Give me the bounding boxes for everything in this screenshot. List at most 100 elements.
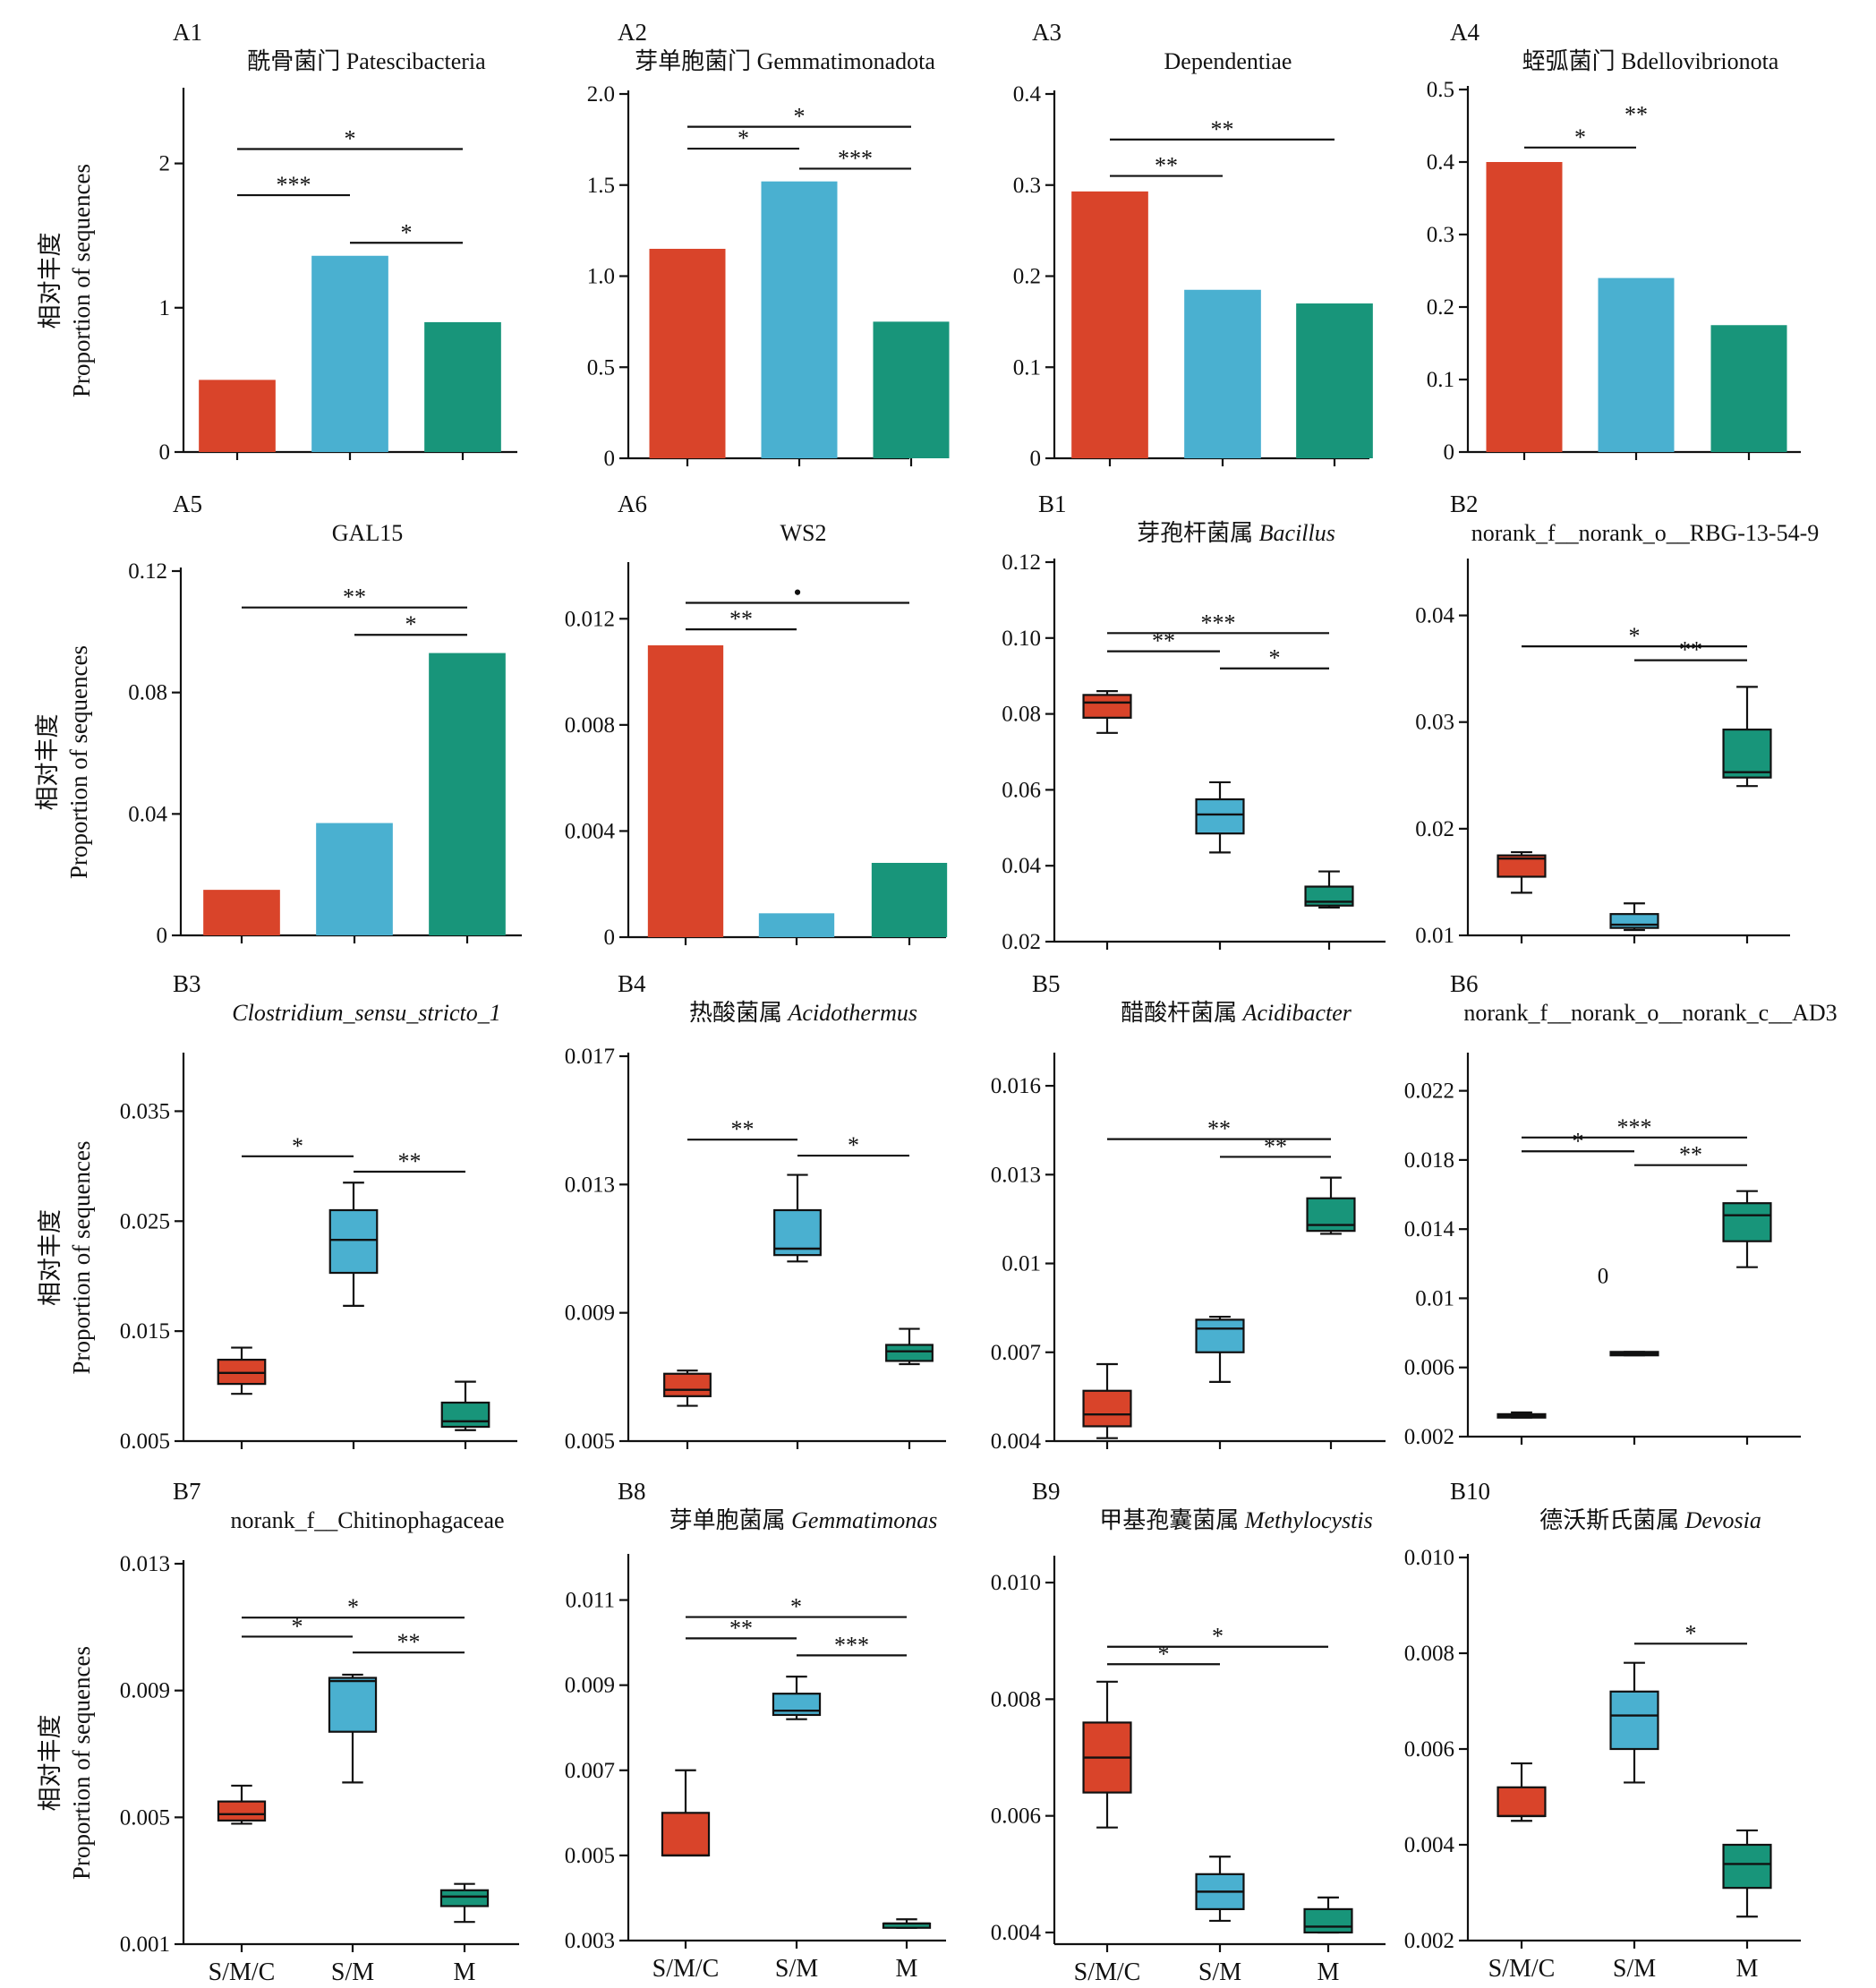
sig-label: *	[292, 1133, 303, 1159]
panel-a3: A3 Dependentiae 0 0.1 0.2 0.3 0.4 ** **	[1013, 19, 1373, 471]
y-tick-label: 0	[604, 447, 616, 471]
sig-label: *	[1685, 1620, 1697, 1646]
panel-title: GAL15	[332, 520, 403, 546]
panel-a4: A4 蛭弧菌门 Bdellovibrionota 0 0.1 0.2 0.3 0.4 0.5 *…	[1427, 19, 1801, 465]
y-tick-label: 0.008	[1404, 1642, 1454, 1666]
box-iqr	[885, 1344, 934, 1362]
y-tick-label: 0.035	[120, 1099, 170, 1123]
y-tick-label: 0.009	[565, 1301, 615, 1326]
sig-label: *	[790, 1594, 802, 1620]
y-tick-label: 0.002	[1404, 1425, 1454, 1449]
box-iqr	[217, 1358, 267, 1386]
y-tick-label: 0.3	[1013, 174, 1041, 198]
box-s-m	[1195, 781, 1245, 854]
panel-label-a5: A5	[173, 491, 202, 517]
x-category-label: M	[1317, 1958, 1340, 1986]
box-s-m-c	[1082, 690, 1132, 734]
x-category-label: S/M	[1613, 1955, 1656, 1983]
y-tick-label: 0.01	[1415, 924, 1454, 948]
box-m	[1722, 686, 1772, 788]
y-tick-label: 0.002	[1404, 1929, 1454, 1953]
y-tick-label: 0.5	[1427, 78, 1454, 102]
sig-label-extra: **	[1624, 101, 1648, 127]
y-tick-label: 0.006	[1404, 1356, 1454, 1380]
panel-b1: B1 芽孢杆菌属 Bacillus 0.02 0.04 0.06 0.08 0.10 0.12…	[1002, 491, 1386, 954]
box-m	[439, 1882, 490, 1924]
sig-label: *	[1629, 623, 1641, 649]
box-iqr	[440, 1401, 490, 1429]
panel-title: norank_f__norank_o__RBG-13-54-9	[1471, 520, 1820, 546]
box-s-m-c	[1082, 1362, 1132, 1439]
y-tick-label: 0.1	[1013, 355, 1041, 380]
panel-title: 芽孢杆菌属 Bacillus	[1137, 520, 1335, 546]
sig-label: **	[1155, 153, 1178, 179]
y-tick-label: 0	[1030, 447, 1042, 471]
y-tick-label: 0.014	[1404, 1217, 1455, 1241]
bar-m	[871, 863, 948, 937]
outlier-zero-label: 0	[1598, 1264, 1609, 1288]
sig-label: ***	[834, 1632, 869, 1658]
box-iqr	[1195, 798, 1245, 835]
panel-label-b10: B10	[1450, 1478, 1490, 1505]
title-cn: 热酸菌属	[689, 1000, 789, 1026]
bar-m	[1710, 325, 1787, 452]
y-tick-label: 0.01	[1415, 1286, 1454, 1310]
y-tick-label: 0	[157, 924, 168, 948]
y-tick-label: 0	[604, 926, 616, 950]
sig-label: **	[1264, 1133, 1287, 1159]
panel-title: 醋酸杆菌属 Acidibacter	[1121, 1000, 1352, 1026]
box-m	[1303, 1896, 1353, 1934]
sig-label: **	[1207, 1116, 1231, 1142]
y-tick-label: 0.007	[991, 1341, 1041, 1365]
box-m	[1304, 870, 1354, 909]
title-italic: Acidothermus	[787, 1000, 917, 1026]
y-tick-label: 0.4	[1427, 150, 1455, 175]
sig-label: **	[1679, 1142, 1702, 1168]
x-category-label: M	[454, 1958, 476, 1986]
y-tick-label: 0.013	[565, 1173, 615, 1197]
box-s-m-c	[1497, 850, 1547, 894]
panel-label-b5: B5	[1032, 970, 1061, 997]
y-tick-label: 0.3	[1427, 223, 1454, 247]
bar-s-m-c	[199, 380, 276, 452]
bar-s-m-c	[203, 890, 280, 935]
bar-s-m-c	[1071, 191, 1148, 458]
bar-m	[873, 321, 950, 458]
sig-label: **	[1152, 628, 1175, 654]
sig-label: *	[1158, 1641, 1170, 1667]
y-tick-label: 0.004	[991, 1921, 1042, 1945]
panel-a6: A6 WS2 0 0.004 0.008 0.012 • **	[565, 491, 948, 950]
box-s-m-c	[1497, 1762, 1547, 1822]
box-m	[885, 1327, 934, 1366]
sig-label: **	[398, 1148, 422, 1174]
title-italic: Methylocystis	[1244, 1507, 1373, 1533]
panel-label-b4: B4	[618, 970, 646, 997]
box-s-m-c	[1082, 1680, 1132, 1829]
box-s-m	[1609, 902, 1659, 932]
bar-s-m	[758, 913, 835, 937]
panel-title: Dependentiae	[1164, 48, 1292, 74]
panel-title: 酰骨菌门 Patescibacteria	[247, 48, 486, 74]
panel-b10: B10 德沃斯氏菌属 Devosia 0.002 0.004 0.006 0.008 0.0…	[1404, 1478, 1801, 1983]
y-tick-label: 0.004	[1404, 1833, 1455, 1857]
sig-label: **	[729, 1615, 753, 1641]
x-category-label: S/M	[1198, 1958, 1241, 1986]
panel-label-b8: B8	[618, 1478, 646, 1505]
y-tick-label: 0.008	[565, 713, 615, 738]
panel-label-a1: A1	[173, 19, 202, 46]
y-tick-label: 0.12	[128, 559, 167, 584]
bar-s-m-c	[647, 644, 724, 937]
panel-label-a6: A6	[618, 491, 647, 517]
y-axis-label: Proportion of sequences	[68, 1646, 95, 1880]
box-iqr	[1722, 1202, 1772, 1242]
y-tick-label: 0.06	[1002, 778, 1041, 802]
y-tick-label: 0.2	[1013, 265, 1041, 289]
x-category-label: S/M/C	[209, 1958, 276, 1986]
sig-label: *	[405, 611, 417, 637]
title-cn: 甲基孢囊菌属	[1099, 1507, 1245, 1533]
y-tick-label: 2.0	[587, 82, 615, 107]
box-iqr	[1195, 1318, 1245, 1353]
y-tick-label: 0.010	[991, 1571, 1041, 1595]
y-tick-label: 0.005	[565, 1844, 615, 1868]
